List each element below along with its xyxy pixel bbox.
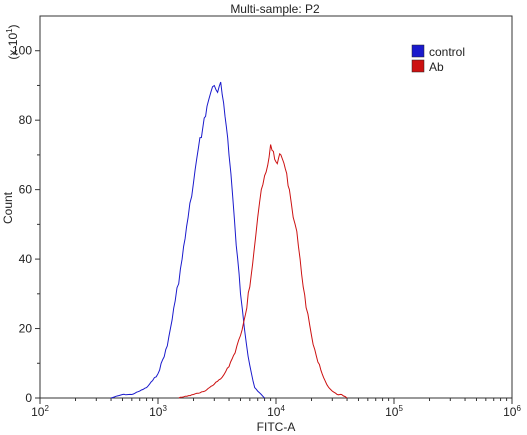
y-tick-label: 0 bbox=[25, 391, 32, 405]
x-axis-label: FITC-A bbox=[257, 420, 296, 434]
legend-label-ab: Ab bbox=[429, 60, 444, 74]
y-multiplier-prefix: (x 10 bbox=[6, 33, 20, 60]
series-line-control bbox=[110, 81, 265, 399]
legend: control Ab bbox=[411, 44, 465, 74]
x-tick-label: 105 bbox=[385, 404, 403, 419]
y-tick-label: 100 bbox=[12, 44, 32, 58]
x-tick-label: 104 bbox=[267, 404, 285, 419]
series-layer bbox=[110, 81, 348, 399]
chart-title: Multi-sample: P2 bbox=[230, 2, 320, 16]
y-tick-label: 80 bbox=[19, 113, 33, 127]
y-multiplier-exponent: 1 bbox=[5, 28, 14, 33]
x-tick-label: 106 bbox=[503, 404, 521, 419]
legend-swatch-control bbox=[411, 44, 425, 58]
svg-text:(x 101): (x 101) bbox=[5, 24, 20, 59]
y-tick-label: 40 bbox=[19, 252, 33, 266]
legend-swatch-ab bbox=[411, 59, 425, 73]
y-multiplier-label: (x 101) bbox=[5, 24, 20, 59]
y-tick-label: 20 bbox=[19, 322, 33, 336]
x-tick-label: 102 bbox=[31, 404, 49, 419]
x-axis: 102 103 104 105 106 bbox=[31, 398, 521, 419]
y-tick-label: 60 bbox=[19, 183, 33, 197]
legend-label-control: control bbox=[429, 45, 465, 59]
y-axis-label: Count bbox=[1, 191, 15, 224]
x-tick-label: 103 bbox=[149, 404, 167, 419]
series-line-ab bbox=[178, 144, 348, 399]
y-axis: 0 20 40 60 80 100 bbox=[12, 44, 40, 405]
